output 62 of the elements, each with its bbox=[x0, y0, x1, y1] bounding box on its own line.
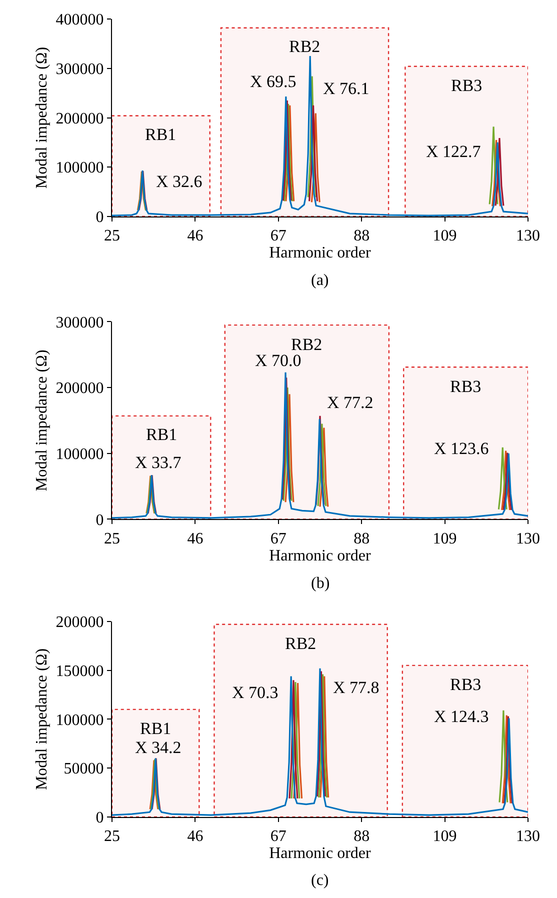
text: (b) bbox=[311, 575, 330, 592]
y-tick-label: 200000 bbox=[56, 614, 104, 632]
annotation: X 32.6 bbox=[156, 172, 202, 191]
y-tick-label: 150000 bbox=[56, 662, 104, 680]
annotation: X 122.7 bbox=[426, 142, 482, 161]
x-tick-label: 46 bbox=[187, 530, 204, 548]
text: (a) bbox=[311, 272, 329, 289]
band-label: RB1 bbox=[145, 125, 176, 144]
x-tick-label: 109 bbox=[432, 228, 457, 245]
y-tick-label: 100000 bbox=[56, 446, 104, 464]
x-tick-label: 25 bbox=[104, 828, 120, 846]
x-tick-label: 25 bbox=[104, 228, 120, 245]
annotation: X 76.1 bbox=[323, 79, 370, 98]
x-tick-label: 67 bbox=[270, 530, 286, 548]
y-axis-title: Modal impedance (Ω) bbox=[34, 46, 51, 189]
band-label: RB2 bbox=[285, 634, 316, 653]
y-tick-label: 0 bbox=[96, 512, 104, 529]
y-tick-label: 0 bbox=[96, 209, 104, 226]
y-tick-label: 300000 bbox=[56, 314, 104, 332]
x-tick-label: 88 bbox=[354, 228, 370, 245]
y-tick-label: 100000 bbox=[56, 160, 104, 177]
y-axis-title: Modal impedance (Ω) bbox=[34, 350, 51, 492]
x-tick-label: 46 bbox=[187, 228, 204, 245]
y-tick-label: 50000 bbox=[64, 760, 104, 778]
band-label: RB2 bbox=[291, 335, 322, 354]
x-tick-label: 88 bbox=[354, 828, 370, 846]
x-tick-label: 46 bbox=[187, 828, 204, 846]
x-tick-label: 67 bbox=[270, 228, 286, 245]
band-label: RB2 bbox=[289, 37, 320, 56]
text: (c) bbox=[311, 872, 329, 889]
annotation: X 70.0 bbox=[255, 351, 302, 370]
y-axis-title: Modal impedance (Ω) bbox=[34, 648, 51, 790]
annotation: X 77.8 bbox=[333, 678, 380, 697]
x-tick-label: 130 bbox=[516, 828, 540, 846]
y-tick-label: 0 bbox=[96, 810, 104, 827]
y-tick-label: 400000 bbox=[56, 12, 104, 29]
band-label: RB3 bbox=[450, 377, 482, 396]
annotation: X 34.2 bbox=[135, 738, 182, 757]
annotation: X 69.5 bbox=[250, 72, 296, 91]
annotation: X 33.7 bbox=[135, 453, 182, 472]
x-tick-label: 88 bbox=[354, 530, 370, 548]
y-tick-label: 200000 bbox=[56, 110, 104, 128]
x-tick-label: 109 bbox=[432, 828, 457, 846]
band-label: RB3 bbox=[451, 76, 482, 95]
x-tick-label: 67 bbox=[270, 828, 286, 846]
band-label: RB1 bbox=[140, 719, 172, 738]
x-tick-label: 130 bbox=[516, 530, 540, 548]
y-tick-label: 300000 bbox=[56, 60, 104, 78]
annotation: X 123.6 bbox=[434, 439, 489, 458]
y-tick-label: 200000 bbox=[56, 380, 104, 398]
x-axis-title: Harmonic order bbox=[269, 547, 372, 564]
y-tick-label: 100000 bbox=[56, 712, 104, 729]
annotation: X 70.3 bbox=[232, 683, 278, 702]
x-tick-label: 25 bbox=[104, 530, 120, 548]
band-label: RB3 bbox=[450, 675, 482, 694]
x-tick-label: 130 bbox=[516, 228, 540, 245]
band-label: RB1 bbox=[146, 425, 178, 444]
x-axis-title: Harmonic order bbox=[269, 845, 372, 862]
annotation: X 124.3 bbox=[434, 707, 489, 726]
x-tick-label: 109 bbox=[432, 530, 457, 548]
annotation: X 77.2 bbox=[327, 393, 374, 412]
x-axis-title: Harmonic order bbox=[269, 244, 372, 262]
